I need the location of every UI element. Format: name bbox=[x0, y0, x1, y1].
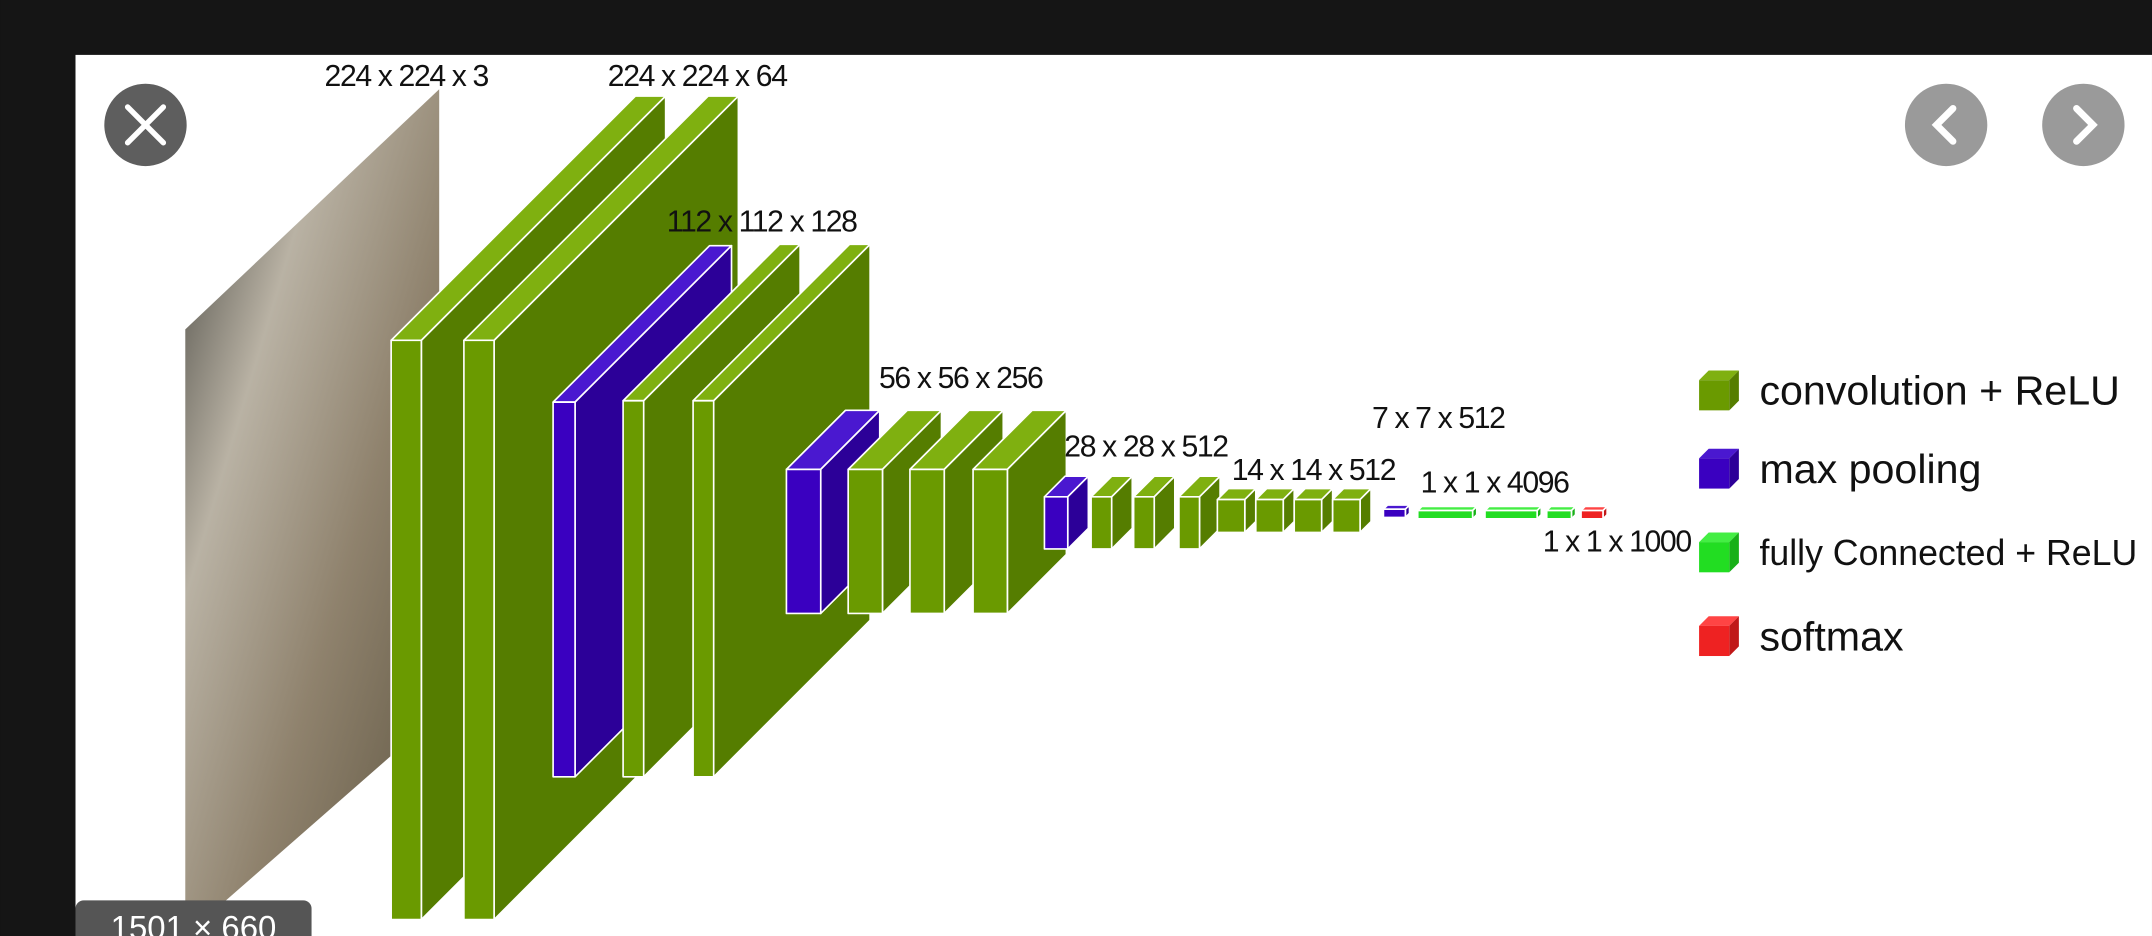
legend-item: max pooling bbox=[1699, 446, 1981, 492]
legend-label: softmax bbox=[1759, 613, 1904, 659]
layer-front bbox=[785, 468, 822, 615]
conv-layer bbox=[1132, 475, 1176, 550]
legend-icon-top bbox=[1699, 616, 1739, 626]
conv-layer bbox=[1293, 487, 1334, 534]
prev-button[interactable] bbox=[1904, 83, 1988, 167]
legend-label: max pooling bbox=[1759, 446, 1981, 492]
layer-front bbox=[1580, 509, 1604, 520]
layer-label: 7 x 7 x 512 bbox=[1372, 402, 1505, 435]
legend-label: convolution + ReLU bbox=[1759, 368, 2119, 414]
layer-label: 224 x 224 x 64 bbox=[608, 60, 787, 93]
fc-layer bbox=[1416, 505, 1478, 520]
layer-front bbox=[1178, 495, 1201, 550]
legend-icon-top bbox=[1699, 532, 1739, 543]
conv-layer bbox=[1090, 475, 1134, 550]
layer-label: 112 x 112 x 128 bbox=[667, 206, 857, 239]
conv-layer bbox=[1216, 487, 1257, 534]
layer-front bbox=[692, 399, 715, 778]
legend-icon-side bbox=[1729, 370, 1739, 411]
legend-icon-top bbox=[1699, 448, 1739, 459]
close-button[interactable] bbox=[104, 83, 187, 167]
legend-icon bbox=[1699, 458, 1730, 489]
layer-front bbox=[1254, 498, 1285, 534]
fc-layer bbox=[1484, 505, 1543, 520]
conv-layer bbox=[1331, 487, 1372, 534]
layer-front bbox=[1545, 509, 1573, 520]
layer-front bbox=[1043, 495, 1069, 550]
legend-icon-side bbox=[1729, 616, 1739, 657]
legend-icon bbox=[1699, 625, 1730, 657]
layer-front bbox=[847, 468, 884, 615]
legend-icon-top bbox=[1699, 370, 1739, 381]
legend-icon bbox=[1699, 380, 1730, 411]
layer-label: 224 x 224 x 3 bbox=[325, 60, 489, 93]
layer-front bbox=[1132, 495, 1156, 550]
layer-label: 56 x 56 x 256 bbox=[879, 362, 1043, 395]
legend-icon-side bbox=[1729, 532, 1739, 573]
fc-layer bbox=[1545, 505, 1577, 520]
layer-label: 1 x 1 x 1000 bbox=[1543, 525, 1692, 558]
next-button[interactable] bbox=[2042, 83, 2125, 167]
legend-item: softmax bbox=[1699, 613, 1904, 659]
layer-front bbox=[909, 468, 946, 615]
layer-front bbox=[390, 339, 423, 921]
layer-front bbox=[1216, 498, 1246, 534]
layer-front bbox=[622, 399, 645, 778]
layer-label: 28 x 28 x 512 bbox=[1064, 431, 1228, 464]
layer-front bbox=[972, 468, 1009, 615]
layer-front bbox=[1484, 509, 1538, 520]
soft-layer bbox=[1580, 505, 1608, 520]
size-badge-text: 1501 × 660 bbox=[111, 909, 277, 936]
layer-front bbox=[1090, 495, 1113, 550]
layer-label: 1 x 1 x 4096 bbox=[1421, 466, 1570, 499]
size-badge: 1501 × 660 bbox=[75, 900, 312, 936]
layer-front bbox=[1382, 508, 1407, 519]
pool-layer bbox=[1043, 475, 1090, 550]
network-layers bbox=[390, 95, 1608, 921]
pool-layer bbox=[1382, 504, 1411, 519]
legend-item: convolution + ReLU bbox=[1699, 368, 2120, 414]
layer-front bbox=[552, 401, 576, 778]
layer-front bbox=[1293, 498, 1323, 534]
conv-layer bbox=[972, 409, 1068, 615]
layer-label: 14 x 14 x 512 bbox=[1232, 454, 1396, 487]
layer-front bbox=[1331, 498, 1361, 534]
legend-icon bbox=[1699, 542, 1730, 573]
legend-item: fully Connected + ReLU bbox=[1699, 532, 2137, 573]
legend-icon-side bbox=[1729, 448, 1739, 489]
layer-front bbox=[1416, 509, 1474, 520]
input-photo bbox=[185, 89, 440, 936]
conv-layer bbox=[1254, 487, 1296, 534]
legend-label: fully Connected + ReLU bbox=[1759, 533, 2137, 573]
layer-front bbox=[463, 339, 495, 921]
